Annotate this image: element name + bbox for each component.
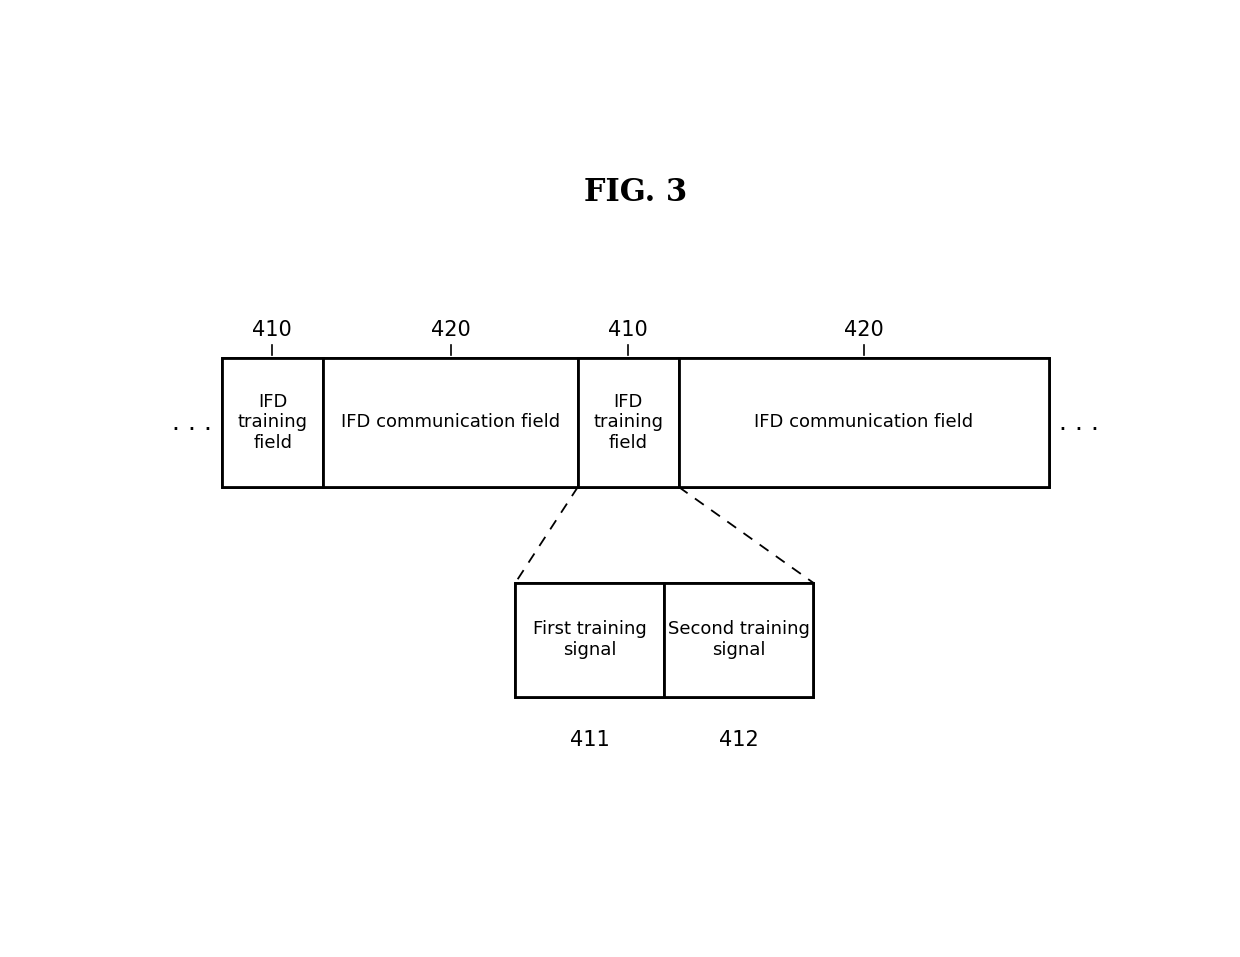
Bar bbox=[324, 358, 578, 487]
Text: FIG. 3: FIG. 3 bbox=[584, 177, 687, 208]
Bar bbox=[578, 358, 678, 487]
Text: 420: 420 bbox=[432, 320, 471, 340]
Text: 410: 410 bbox=[608, 320, 647, 340]
Text: IFD
training
field: IFD training field bbox=[238, 392, 308, 453]
Bar bbox=[516, 583, 665, 697]
Bar bbox=[678, 358, 1049, 487]
Bar bbox=[665, 583, 813, 697]
Bar bbox=[222, 358, 1049, 487]
Text: . . .: . . . bbox=[1059, 411, 1100, 434]
Bar bbox=[222, 358, 324, 487]
Text: First training
signal: First training signal bbox=[533, 620, 647, 659]
Text: 412: 412 bbox=[719, 730, 759, 750]
Text: 420: 420 bbox=[844, 320, 884, 340]
Text: IFD
training
field: IFD training field bbox=[593, 392, 663, 453]
Text: Second training
signal: Second training signal bbox=[668, 620, 810, 659]
Text: IFD communication field: IFD communication field bbox=[341, 413, 560, 432]
Text: 411: 411 bbox=[570, 730, 610, 750]
Text: IFD communication field: IFD communication field bbox=[754, 413, 973, 432]
Bar bbox=[516, 583, 813, 697]
Text: 410: 410 bbox=[253, 320, 293, 340]
Text: . . .: . . . bbox=[171, 411, 212, 434]
